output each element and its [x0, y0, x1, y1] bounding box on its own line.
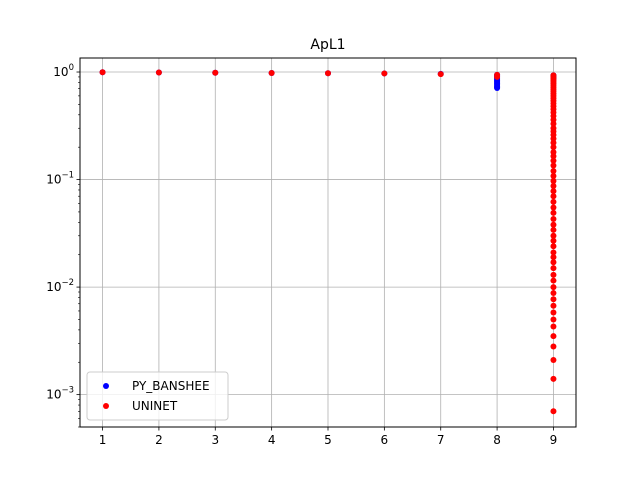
- data-point: [550, 226, 557, 233]
- data-point: [550, 215, 557, 222]
- data-point: [550, 193, 557, 200]
- data-points: [99, 69, 557, 415]
- x-tick-label: 7: [437, 433, 445, 447]
- x-tick-label: 6: [381, 433, 389, 447]
- data-point: [550, 120, 557, 127]
- data-point: [550, 259, 557, 266]
- y-tick-label: 10−1: [46, 171, 74, 187]
- data-point: [550, 323, 557, 330]
- data-point: [550, 249, 557, 256]
- data-point: [437, 71, 444, 78]
- x-tick-label: 5: [324, 433, 332, 447]
- series-uninet: [99, 69, 557, 415]
- data-point: [99, 69, 106, 76]
- x-tick-label: 9: [550, 433, 558, 447]
- data-point: [550, 172, 557, 179]
- data-point: [550, 237, 557, 244]
- data-point: [550, 188, 557, 195]
- data-point: [550, 204, 557, 211]
- data-point: [550, 284, 557, 291]
- data-point: [494, 85, 501, 92]
- data-point: [550, 408, 557, 415]
- data-point: [494, 73, 501, 80]
- data-point: [550, 153, 557, 160]
- data-point: [381, 70, 388, 77]
- legend-marker: [103, 403, 109, 409]
- data-point: [550, 296, 557, 303]
- data-point: [550, 209, 557, 216]
- data-point: [550, 333, 557, 340]
- legend-box: [86, 371, 229, 421]
- data-point: [550, 168, 557, 175]
- data-point: [550, 356, 557, 363]
- x-tick-label: 2: [155, 433, 163, 447]
- x-axis: 1 2 3 4 5 6 7 8 9: [99, 427, 558, 447]
- legend-marker: [103, 383, 109, 389]
- data-point: [550, 343, 557, 350]
- data-point: [550, 265, 557, 272]
- data-point: [550, 243, 557, 250]
- data-point: [550, 375, 557, 382]
- data-point: [550, 254, 557, 261]
- chart-title: ApL1: [310, 37, 345, 53]
- legend-label: UNINET: [132, 399, 178, 413]
- y-axis: 100 10−1 10−2 10−3: [46, 63, 80, 428]
- data-point: [212, 69, 219, 76]
- data-point: [550, 309, 557, 316]
- data-point: [550, 271, 557, 278]
- y-tick-label: 10−3: [46, 386, 74, 402]
- data-point: [325, 70, 331, 77]
- data-point: [550, 139, 557, 146]
- data-point: [550, 198, 557, 205]
- legend: PY_BANSHEE UNINET: [86, 371, 229, 421]
- data-point: [155, 69, 162, 76]
- x-tick-label: 3: [211, 433, 219, 447]
- data-point: [550, 177, 557, 184]
- data-point: [550, 232, 557, 239]
- data-point: [550, 144, 557, 151]
- data-point: [550, 316, 557, 323]
- data-point: [550, 302, 557, 309]
- x-tick-label: 1: [99, 433, 107, 447]
- data-point: [268, 69, 275, 76]
- y-tick-label: 100: [53, 63, 74, 79]
- data-point: [550, 290, 557, 297]
- x-tick-label: 4: [268, 433, 276, 447]
- data-point: [550, 162, 557, 169]
- data-point: [550, 277, 557, 284]
- data-point: [550, 221, 557, 228]
- data-point: [550, 157, 557, 164]
- y-tick-label: 10−2: [46, 278, 74, 294]
- legend-label: PY_BANSHEE: [132, 379, 210, 393]
- data-point: [550, 183, 557, 190]
- x-tick-label: 8: [493, 433, 501, 447]
